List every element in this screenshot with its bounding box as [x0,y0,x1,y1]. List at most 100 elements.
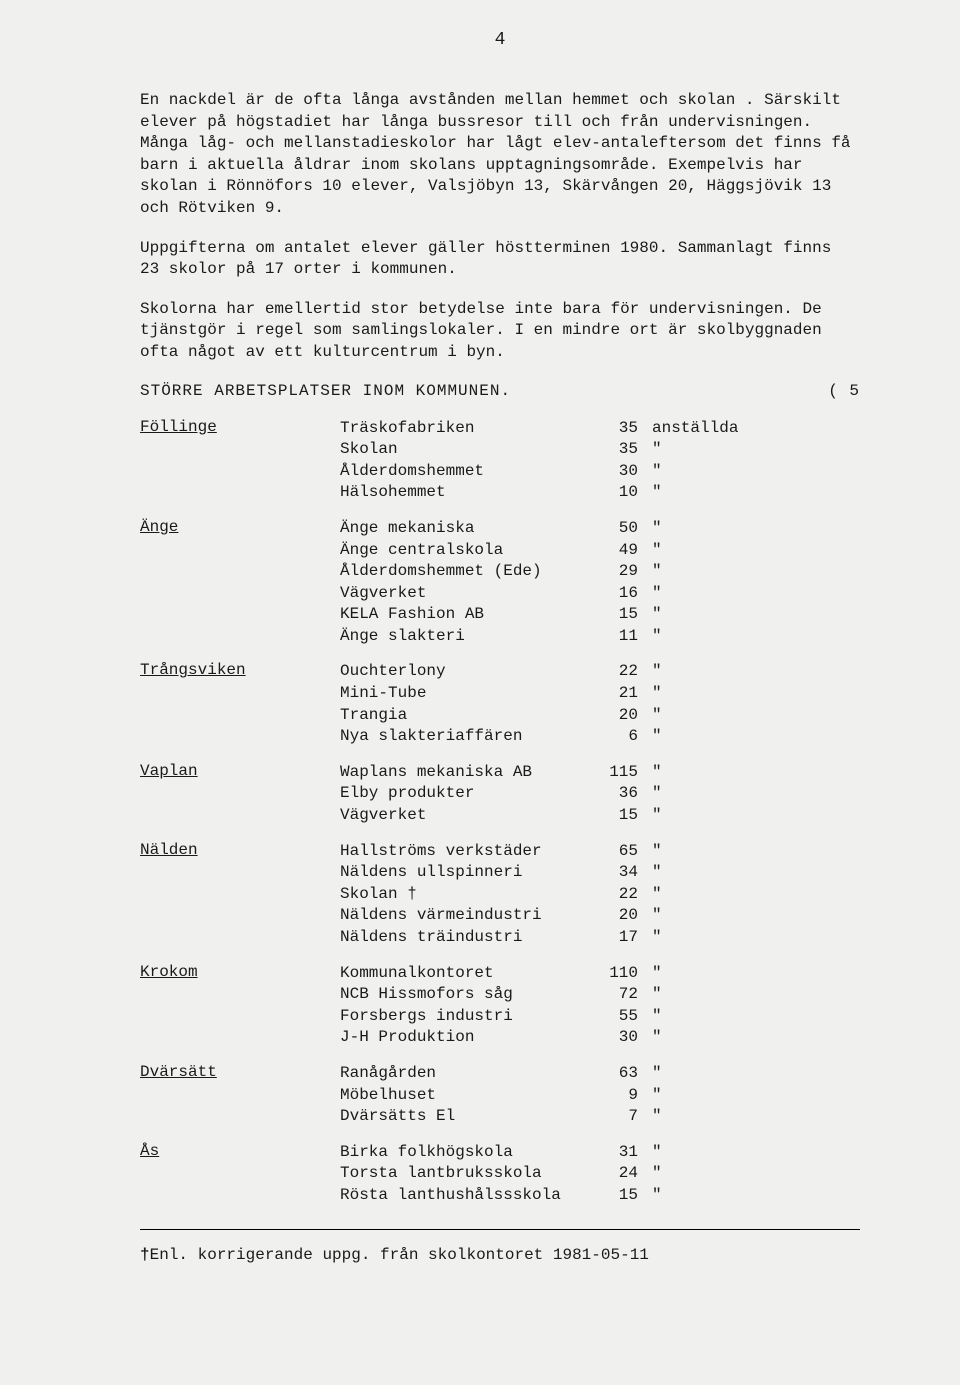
entity-name: KELA Fashion AB [340,604,590,626]
table-row: Hallströms verkstäder65" [340,841,860,863]
entity-name: Vägverket [340,805,590,827]
entity-name: Rösta lanthushålssskola [340,1185,590,1207]
table-row: Dvärsätts El7" [340,1106,860,1128]
unit-label: " [638,841,662,863]
footnote-text: Enl. korrigerande uppg. från skolkontore… [150,1246,649,1264]
unit-label: " [638,540,662,562]
location-rows: Waplans mekaniska AB115"Elby produkter36… [340,762,860,827]
table-row: Elby produkter36" [340,783,860,805]
entity-name: Änge slakteri [340,626,590,648]
unit-label: " [638,439,662,461]
employee-count: 55 [590,1006,638,1028]
unit-label: " [638,927,662,949]
employee-count: 50 [590,518,638,540]
entity-name: Skolan † [340,884,590,906]
employee-count: 7 [590,1106,638,1128]
location-name: Ås [140,1142,340,1207]
paragraph: Uppgifterna om antalet elever gäller hös… [140,238,860,281]
employee-count: 30 [590,1027,638,1049]
location-rows: Birka folkhögskola31"Torsta lantbrukssko… [340,1142,860,1207]
unit-label: " [638,862,662,884]
unit-label: " [638,604,662,626]
entity-name: Hallströms verkstäder [340,841,590,863]
employee-count: 49 [590,540,638,562]
location-rows: Kommunalkontoret110"NCB Hissmofors såg72… [340,963,860,1049]
employee-count: 31 [590,1142,638,1164]
location-block: TrångsvikenOuchterlony22"Mini-Tube21"Tra… [140,661,860,747]
unit-label: " [638,805,662,827]
location-name: Trångsviken [140,661,340,747]
entity-name: Birka folkhögskola [340,1142,590,1164]
employee-count: 22 [590,884,638,906]
table-row: J-H Produktion30" [340,1027,860,1049]
employee-count: 21 [590,683,638,705]
unit-label: " [638,482,662,504]
entity-name: Waplans mekaniska AB [340,762,590,784]
table-row: Forsbergs industri55" [340,1006,860,1028]
employee-count: 15 [590,604,638,626]
document-page: 4 En nackdel är de ofta långa avstånden … [0,0,960,1304]
unit-label: " [638,1085,662,1107]
table-row: Änge mekaniska50" [340,518,860,540]
entity-name: Skolan [340,439,590,461]
paragraph: Skolorna har emellertid stor betydelse i… [140,299,860,364]
employee-count: 65 [590,841,638,863]
footnote: †Enl. korrigerande uppg. från skolkontor… [140,1229,860,1264]
entity-name: Elby produkter [340,783,590,805]
section-note-right: ( 5 [828,382,860,400]
entity-name: Dvärsätts El [340,1106,590,1128]
unit-label: " [638,726,662,748]
entity-name: Möbelhuset [340,1085,590,1107]
location-block: ÄngeÄnge mekaniska50"Änge centralskola49… [140,518,860,648]
location-rows: Hallströms verkstäder65"Näldens ullspinn… [340,841,860,949]
employee-count: 15 [590,805,638,827]
entity-name: Näldens värmeindustri [340,905,590,927]
employee-count: 72 [590,984,638,1006]
entity-name: Änge centralskola [340,540,590,562]
table-row: Skolan35" [340,439,860,461]
table-row: Ouchterlony22" [340,661,860,683]
table-row: Näldens träindustri17" [340,927,860,949]
footnote-marker: † [140,1246,150,1264]
employee-count: 9 [590,1085,638,1107]
table-row: Änge centralskola49" [340,540,860,562]
location-block: VaplanWaplans mekaniska AB115"Elby produ… [140,762,860,827]
entity-name: Träskofabriken [340,418,590,440]
table-row: Rösta lanthushålssskola15" [340,1185,860,1207]
unit-label: " [638,518,662,540]
location-rows: Träskofabriken35anställdaSkolan35"Ålderd… [340,418,860,504]
location-rows: Änge mekaniska50"Änge centralskola49"Åld… [340,518,860,648]
entity-name: Vägverket [340,583,590,605]
unit-label: " [638,461,662,483]
employee-count: 15 [590,1185,638,1207]
entity-name: Näldens ullspinneri [340,862,590,884]
unit-label: " [638,561,662,583]
unit-label: " [638,661,662,683]
table-row: Torsta lantbruksskola24" [340,1163,860,1185]
employee-count: 22 [590,661,638,683]
location-rows: Ranågården63"Möbelhuset9"Dvärsätts El7" [340,1063,860,1128]
table-row: Ålderdomshemmet (Ede)29" [340,561,860,583]
unit-label: " [638,583,662,605]
table-row: Skolan †22" [340,884,860,906]
entity-name: J-H Produktion [340,1027,590,1049]
entity-name: Nya slakteriaffären [340,726,590,748]
location-name: Nälden [140,841,340,949]
location-rows: Ouchterlony22"Mini-Tube21"Trangia20"Nya … [340,661,860,747]
employee-count: 6 [590,726,638,748]
unit-label: " [638,626,662,648]
location-block: ÅsBirka folkhögskola31"Torsta lantbrukss… [140,1142,860,1207]
entity-name: Kommunalkontoret [340,963,590,985]
table-row: Änge slakteri11" [340,626,860,648]
location-block: DvärsättRanågården63"Möbelhuset9"Dvärsät… [140,1063,860,1128]
employee-count: 63 [590,1063,638,1085]
table-row: Kommunalkontoret110" [340,963,860,985]
entity-name: Forsbergs industri [340,1006,590,1028]
table-row: NCB Hissmofors såg72" [340,984,860,1006]
employee-count: 20 [590,905,638,927]
table-row: Möbelhuset9" [340,1085,860,1107]
table-row: Ranågården63" [340,1063,860,1085]
unit-label: " [638,884,662,906]
location-block: KrokomKommunalkontoret110"NCB Hissmofors… [140,963,860,1049]
table-row: Näldens ullspinneri34" [340,862,860,884]
